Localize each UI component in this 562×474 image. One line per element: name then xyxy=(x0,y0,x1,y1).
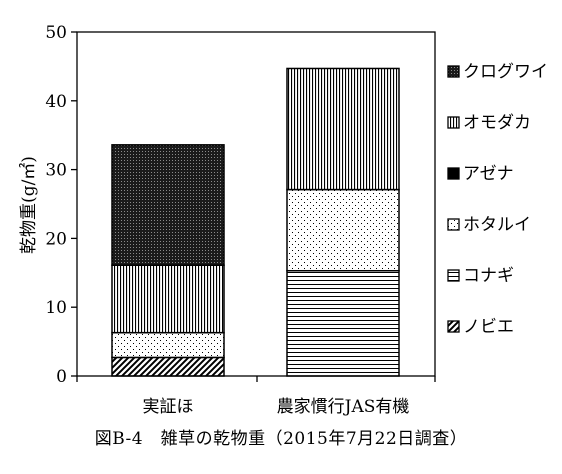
stacked-bar-chart: 0 10 20 30 40 50 実証ほ 農家慣行JAS有機 乾物重(g/㎡) クログワイオモ… xyxy=(19,23,548,417)
legend-swatch-2 xyxy=(447,116,460,129)
bar-segments xyxy=(111,67,400,377)
plot-frame xyxy=(76,31,436,377)
bar-segment-1-3 xyxy=(111,331,225,359)
bar-segment-2-2 xyxy=(286,269,400,377)
legend-label-4: ホタルイ xyxy=(463,215,531,235)
bar-segment-2-5 xyxy=(286,67,400,191)
legend-label-1: クログワイ xyxy=(463,62,548,82)
y-tick-label-4: 40 xyxy=(45,92,67,112)
y-axis-label: 乾物重(g/㎡) xyxy=(19,156,39,254)
bar-segment-1-5 xyxy=(111,264,225,334)
figure-caption: 図B-4 雑草の乾物重（2015年7月22日調査） xyxy=(94,429,468,449)
legend-swatch-1 xyxy=(447,65,460,78)
legend-swatch-4 xyxy=(447,218,460,231)
legend-label-3: アゼナ xyxy=(463,164,514,184)
x-category-label-1: 実証ほ xyxy=(143,397,194,417)
bar-segment-1-1 xyxy=(111,356,225,377)
bar-segment-1-6 xyxy=(111,144,225,266)
x-category-label-2: 農家慣行JAS有機 xyxy=(277,397,410,417)
y-tick-label-2: 20 xyxy=(45,229,67,249)
axes: 0 10 20 30 40 50 実証ほ 農家慣行JAS有機 xyxy=(45,23,436,417)
y-tick-label-3: 30 xyxy=(45,161,67,181)
legend-swatch-6 xyxy=(447,320,460,333)
y-tick-label-5: 50 xyxy=(45,23,67,43)
legend-label-6: ノビエ xyxy=(463,317,514,337)
legend-label-5: コナギ xyxy=(463,266,514,286)
y-tick-label-1: 10 xyxy=(45,298,67,318)
bar-segment-2-3 xyxy=(286,188,400,272)
legend-swatch-3 xyxy=(447,167,460,180)
y-tick-label-0: 0 xyxy=(56,367,67,387)
legend-label-2: オモダカ xyxy=(463,113,531,133)
legend-swatch-5 xyxy=(447,269,460,282)
